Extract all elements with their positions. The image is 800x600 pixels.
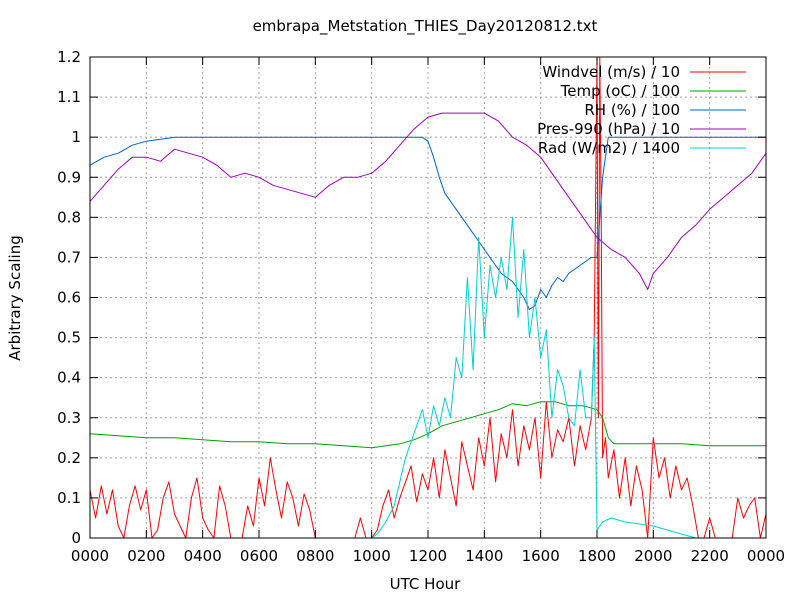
- y-tick-label: 0.3: [57, 409, 81, 427]
- legend-label-4: Rad (W/m2) / 1400: [538, 139, 680, 157]
- y-tick-label: 0.8: [57, 208, 81, 226]
- x-tick-label: 1600: [522, 547, 560, 565]
- x-ticks: 0000 0200 0400 0600 0800 1000 1200 1400 1600 1800…: [71, 57, 785, 565]
- x-axis-label: UTC Hour: [390, 575, 461, 593]
- series-line-4: [90, 216, 766, 539]
- x-tick-label: 0000: [747, 547, 785, 565]
- legend-label-3: Pres-990 (hPa) / 10: [537, 120, 680, 138]
- y-tick-label: 0: [71, 529, 81, 547]
- series-line-0: [89, 56, 767, 539]
- series-line-2: [89, 136, 766, 310]
- x-tick-label: 1000: [353, 547, 391, 565]
- y-tick-label: 1.1: [57, 88, 81, 106]
- series-line-3: [89, 112, 767, 290]
- x-tick-label: 1800: [578, 547, 616, 565]
- y-tick-label: 0.5: [57, 329, 81, 347]
- y-axis-label: Arbitrary Scaling: [6, 235, 24, 361]
- y-tick-label: 1.2: [57, 48, 81, 66]
- x-tick-label: 1400: [465, 547, 503, 565]
- x-tick-label: 0600: [240, 547, 278, 565]
- series-group: [89, 56, 767, 539]
- y-tick-label: 0.1: [57, 489, 81, 507]
- y-ticks: 0 0.1 0.2 0.3 0.4 0.5 0.6 0.7 0.8 0.9 1 1.1 1.2: [57, 48, 766, 547]
- series-line-1: [89, 401, 766, 449]
- y-tick-label: 0.9: [57, 168, 81, 186]
- y-tick-label: 0.7: [57, 248, 81, 266]
- legend-label-0: Windvel (m/s) / 10: [542, 63, 680, 81]
- x-tick-label: 0000: [71, 547, 109, 565]
- legend-label-1: Temp (oC) / 100: [560, 82, 680, 100]
- x-tick-label: 1200: [409, 547, 447, 565]
- x-tick-label: 0800: [296, 547, 334, 565]
- x-tick-label: 2200: [691, 547, 729, 565]
- y-tick-label: 0.4: [57, 369, 81, 387]
- y-tick-label: 0.2: [57, 449, 81, 467]
- y-tick-label: 0.6: [57, 289, 81, 307]
- x-tick-label: 2000: [634, 547, 672, 565]
- y-tick-label: 1: [71, 128, 81, 146]
- legend-label-2: RH (%) / 100: [584, 101, 680, 119]
- chart-title: embrapa_Metstation_THIES_Day20120812.txt: [253, 17, 598, 36]
- x-tick-label: 0200: [127, 547, 165, 565]
- x-tick-label: 0400: [184, 547, 222, 565]
